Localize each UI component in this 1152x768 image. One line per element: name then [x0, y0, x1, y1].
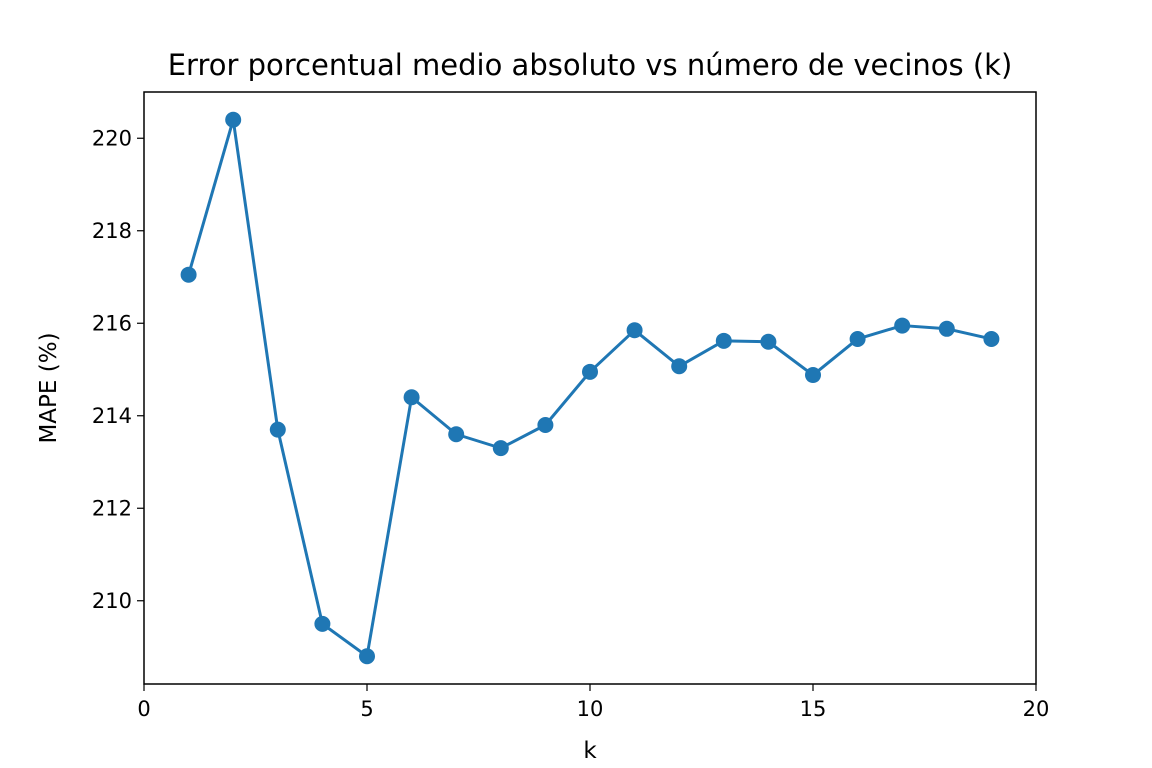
data-point: [582, 363, 598, 380]
data-point: [715, 332, 732, 349]
data-point: [492, 440, 509, 457]
y-tick-label: 220: [92, 126, 132, 150]
x-tick-label: 10: [577, 697, 604, 721]
data-point: [760, 333, 777, 350]
data-point: [359, 648, 375, 665]
series-layer: [180, 111, 1000, 665]
x-tick-label: 5: [360, 697, 373, 721]
data-point: [938, 320, 955, 337]
data-point: [537, 417, 554, 433]
data-point: [849, 330, 866, 347]
data-point: [448, 426, 465, 443]
y-tick-label: 216: [92, 311, 132, 335]
chart-title: Error porcentual medio absoluto vs númer…: [168, 48, 1013, 82]
data-point: [626, 322, 643, 339]
y-tick-label: 218: [92, 219, 132, 243]
ticks-layer: 0 5 10 15 20 210 212 214 216 218 220: [92, 126, 1049, 721]
data-point: [983, 330, 1000, 347]
y-tick-label: 214: [92, 404, 132, 428]
data-point: [403, 389, 420, 406]
x-tick-label: 20: [1023, 697, 1050, 721]
y-tick-label: 210: [92, 589, 132, 613]
x-axis-label: k: [583, 738, 597, 764]
y-axis-label: MAPE (%): [36, 332, 62, 443]
plot-frame: [143, 91, 1037, 685]
data-point: [314, 615, 331, 632]
x-tick-label: 0: [137, 697, 150, 721]
data-point: [805, 367, 821, 384]
series-line: [187, 118, 992, 658]
y-tick-label: 212: [92, 496, 132, 520]
data-point: [894, 317, 911, 334]
x-tick-label: 15: [800, 697, 827, 721]
data-point: [671, 358, 688, 375]
data-point: [269, 421, 286, 438]
data-point: [180, 266, 197, 283]
data-point: [225, 111, 242, 128]
